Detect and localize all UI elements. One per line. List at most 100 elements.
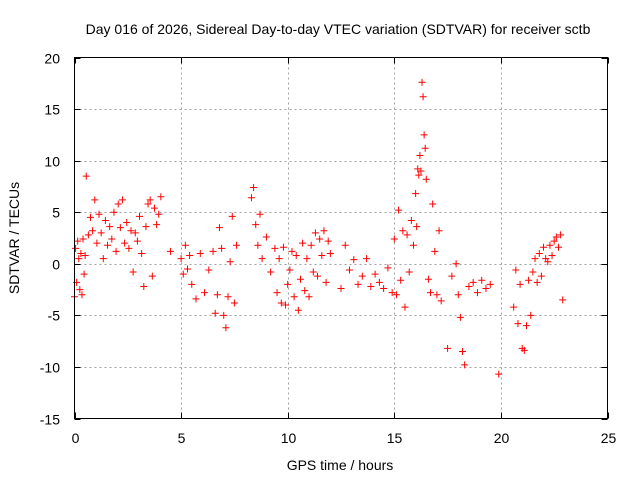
data-point: [388, 289, 396, 297]
data-point: [99, 255, 107, 263]
data-point: [437, 297, 445, 305]
data-point: [552, 233, 560, 241]
data-point: [537, 272, 545, 280]
data-point: [527, 311, 535, 319]
y-tick-label: -10: [40, 360, 60, 376]
data-point: [305, 293, 313, 301]
data-point: [454, 291, 462, 299]
data-point: [224, 293, 232, 301]
data-point: [75, 255, 83, 263]
data-point: [421, 144, 429, 152]
data-point: [79, 235, 87, 243]
x-tick-label: 20: [494, 430, 510, 446]
data-point: [192, 295, 200, 303]
y-axis-label: SDTVAR / TECUs: [6, 182, 22, 294]
y-tick-label: 0: [52, 257, 60, 273]
data-point: [273, 289, 281, 297]
axis-ticks: [74, 57, 609, 420]
data-point: [531, 255, 539, 263]
data-point: [104, 241, 112, 249]
data-point: [144, 200, 152, 208]
data-point: [465, 282, 473, 290]
data-point: [535, 249, 543, 257]
data-point: [311, 229, 319, 237]
data-point: [97, 229, 105, 237]
y-tick-label: -5: [48, 308, 61, 324]
data-point: [196, 249, 204, 257]
data-point: [153, 221, 161, 229]
x-tick-label: 5: [178, 430, 186, 446]
data-point: [262, 233, 270, 241]
data-point: [72, 244, 80, 252]
data-point: [384, 264, 392, 272]
data-point: [516, 280, 524, 288]
data-point: [211, 309, 219, 317]
data-point: [337, 285, 345, 293]
data-point: [486, 280, 494, 288]
data-point: [296, 275, 304, 283]
data-point: [459, 347, 467, 355]
data-point: [181, 241, 189, 249]
data-point: [416, 151, 424, 159]
x-tick-label: 0: [72, 430, 80, 446]
data-point: [409, 241, 417, 249]
data-point: [548, 252, 556, 260]
data-point: [303, 255, 311, 263]
data-point: [512, 266, 520, 274]
data-point: [415, 171, 423, 179]
data-point: [341, 241, 349, 249]
data-point: [76, 286, 84, 294]
y-tick-label: 5: [52, 205, 60, 221]
data-point: [86, 213, 94, 221]
data-point: [256, 210, 264, 218]
data-point: [380, 285, 388, 293]
data-point: [129, 268, 137, 276]
data-point: [290, 293, 298, 301]
data-point: [155, 210, 163, 218]
data-point: [550, 237, 558, 245]
data-point: [540, 243, 548, 251]
data-point: [375, 278, 383, 286]
data-point: [95, 210, 103, 218]
data-point: [188, 280, 196, 288]
data-point: [91, 196, 99, 204]
grid-lines: [74, 57, 608, 419]
data-point: [431, 247, 439, 255]
data-point: [294, 306, 302, 314]
data-point: [413, 223, 421, 231]
data-point: [106, 223, 114, 231]
data-point: [282, 301, 290, 309]
data-point: [286, 266, 294, 274]
data-point: [412, 190, 420, 198]
y-tick-label: 15: [44, 102, 60, 118]
data-point: [473, 289, 481, 297]
data-point: [136, 212, 144, 220]
data-point: [301, 287, 309, 295]
data-point: [150, 204, 158, 212]
data-point: [390, 235, 398, 243]
data-point: [230, 299, 238, 307]
data-point: [183, 265, 191, 273]
data-point: [226, 258, 234, 266]
data-point: [78, 291, 86, 299]
data-point: [77, 249, 85, 257]
data-point: [127, 227, 135, 235]
data-point: [322, 278, 330, 286]
data-point: [354, 280, 362, 288]
data-point: [557, 231, 565, 239]
data-point: [209, 247, 217, 255]
data-point: [288, 247, 296, 255]
data-point: [146, 196, 154, 204]
data-point: [482, 285, 490, 293]
data-point: [101, 216, 109, 224]
data-point: [510, 303, 518, 311]
data-point: [424, 275, 432, 283]
data-point: [84, 231, 92, 239]
data-point: [418, 78, 426, 86]
data-point: [93, 239, 101, 247]
data-point: [121, 239, 129, 247]
data-point: [277, 299, 285, 307]
data-point: [271, 244, 279, 252]
data-point: [138, 249, 146, 257]
